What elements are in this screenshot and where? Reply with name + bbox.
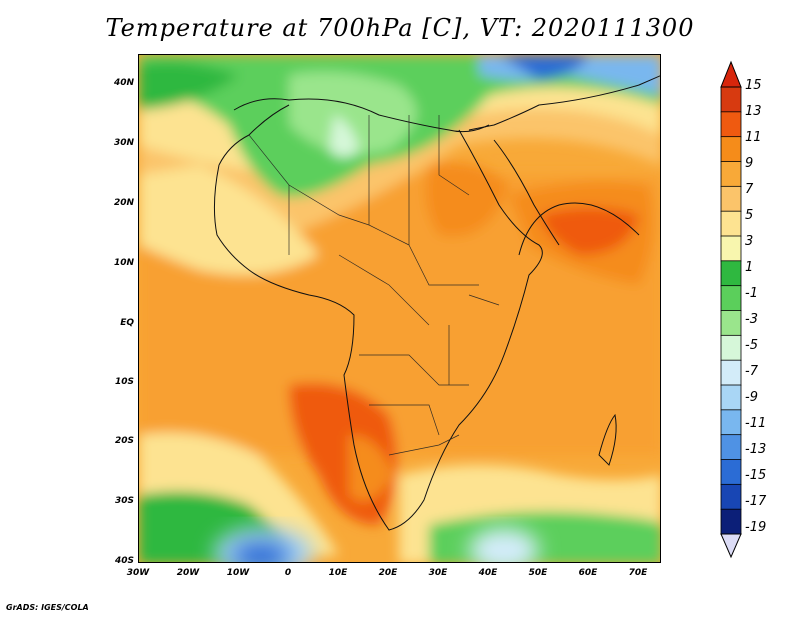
colorbar-label-1: 1 xyxy=(745,260,754,275)
temperature-map xyxy=(139,55,660,562)
colorbar-swatch xyxy=(720,285,742,312)
colorbar-swatch xyxy=(720,210,742,237)
colorbar-swatch xyxy=(720,409,742,436)
lon-label-70e: 70E xyxy=(628,568,648,578)
colorbar-swatch xyxy=(720,483,742,510)
colorbar-swatch xyxy=(720,260,742,287)
colorbar-label-11: 11 xyxy=(745,130,762,145)
lat-label-10n: 10N xyxy=(113,258,134,268)
colorbar-swatch xyxy=(720,384,742,411)
colorbar-swatch xyxy=(720,334,742,361)
credit-text: GrADS: IGES/COLA xyxy=(6,603,89,612)
colorbar-label-15: 15 xyxy=(745,78,762,93)
lat-label-30n: 30N xyxy=(113,138,134,148)
lon-label-10w: 10W xyxy=(226,568,250,578)
colorbar-swatch xyxy=(720,235,742,262)
colorbar-swatch xyxy=(720,359,742,386)
lon-label-10e: 10E xyxy=(328,568,348,578)
lat-label-30s: 30S xyxy=(114,496,134,506)
lat-label-40s: 40S xyxy=(114,556,134,566)
colorbar-label-neg5: -5 xyxy=(745,338,758,353)
coastlines xyxy=(213,75,660,531)
colorbar-swatch xyxy=(720,459,742,486)
colorbar-swatch xyxy=(720,86,742,113)
colorbar-swatch xyxy=(720,508,742,535)
lat-label-20n: 20N xyxy=(113,198,134,208)
colorbar-swatch xyxy=(720,111,742,138)
colorbar-label-neg3: -3 xyxy=(745,312,758,327)
lon-label-60e: 60E xyxy=(578,568,598,578)
lat-label-eq: EQ xyxy=(120,318,134,328)
chart-title: Temperature at 700hPa [C], VT: 202011130… xyxy=(105,14,695,42)
colorbar-label-neg17: -17 xyxy=(745,494,767,509)
colorbar-swatch xyxy=(720,161,742,188)
lon-label-40e: 40E xyxy=(478,568,498,578)
colorbar-label-neg7: -7 xyxy=(745,364,758,379)
lon-label-20e: 20E xyxy=(378,568,398,578)
colorbar-top-arrow xyxy=(720,60,742,88)
lon-label-30e: 30E xyxy=(428,568,448,578)
colorbar-swatch xyxy=(720,310,742,337)
colorbar-swatch xyxy=(720,434,742,461)
colorbar-label-3: 3 xyxy=(745,234,754,249)
colorbar-swatch xyxy=(720,136,742,163)
colorbar-label-5: 5 xyxy=(745,208,754,223)
colorbar-swatch xyxy=(720,185,742,212)
colorbar-label-neg19: -19 xyxy=(745,520,767,535)
colorbar-label-neg15: -15 xyxy=(745,468,767,483)
colorbar xyxy=(720,60,742,559)
lon-label-0: 0 xyxy=(284,568,292,578)
colorbar-label-13: 13 xyxy=(745,104,762,119)
colorbar-label-7: 7 xyxy=(745,182,754,197)
colorbar-label-neg11: -11 xyxy=(745,416,767,431)
lon-label-30w: 30W xyxy=(126,568,150,578)
lat-label-10s: 10S xyxy=(114,377,134,387)
colorbar-label-neg13: -13 xyxy=(745,442,767,457)
map-panel xyxy=(138,54,661,563)
colorbar-label-9: 9 xyxy=(745,156,754,171)
lat-label-20s: 20S xyxy=(114,436,134,446)
lon-label-20w: 20W xyxy=(176,568,200,578)
colorbar-bottom-arrow xyxy=(720,533,742,559)
colorbar-label-neg1: -1 xyxy=(745,286,758,301)
country-borders xyxy=(248,115,500,456)
lon-label-50e: 50E xyxy=(528,568,548,578)
colorbar-label-neg9: -9 xyxy=(745,390,758,405)
lat-label-40n: 40N xyxy=(113,78,134,88)
